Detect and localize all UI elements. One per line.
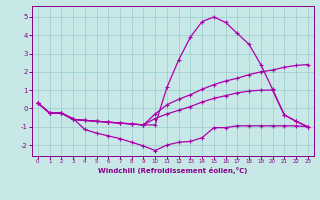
X-axis label: Windchill (Refroidissement éolien,°C): Windchill (Refroidissement éolien,°C) (98, 167, 247, 174)
